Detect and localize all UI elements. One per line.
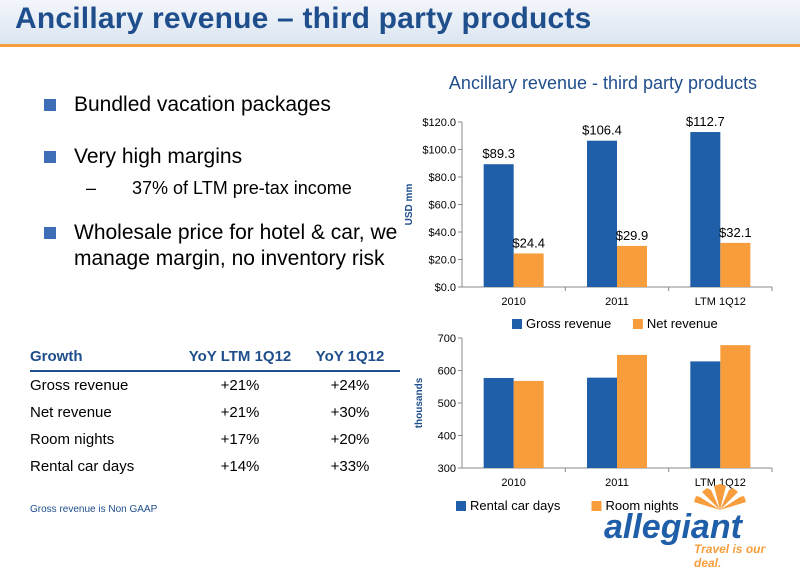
legend-label: Gross revenue: [526, 316, 611, 331]
data-label: $112.7: [686, 114, 725, 129]
legend-swatch: [456, 501, 466, 511]
y-tick-label: 400: [438, 431, 456, 443]
bar: [587, 377, 617, 468]
y-tick-label: 500: [438, 398, 456, 410]
logo-tagline: Travel is our deal.: [694, 542, 766, 570]
data-label: $89.3: [482, 146, 515, 161]
bar: [483, 164, 514, 287]
column-header: YoY LTM 1Q12: [180, 345, 300, 372]
y-tick-label: $40.0: [428, 227, 456, 239]
legend-swatch: [591, 501, 602, 511]
table-cell: +33%: [330, 458, 370, 475]
bullet-item: Bundled vacation packages: [44, 92, 331, 118]
bullet-text: Wholesale price for hotel & car, we mana…: [74, 221, 398, 270]
table-cell: +21%: [220, 404, 260, 421]
bar: [690, 361, 721, 468]
title-band: [0, 0, 800, 44]
table-cell: Net revenue: [30, 404, 112, 421]
table-header-row: Growth YoY LTM 1Q12 YoY 1Q12: [30, 345, 400, 372]
footnote: Gross revenue is Non GAAP: [30, 504, 158, 515]
y-axis-label: thousands: [414, 377, 425, 428]
y-axis-label: USD mm: [404, 184, 415, 226]
volume-chart: 300 400 500 600 700 thousands 2010 2011 LTM 1Q12…: [414, 333, 773, 513]
y-tick-label: $20.0: [428, 255, 456, 267]
table-cell: Rental car days: [30, 458, 135, 475]
data-label: $32.1: [719, 225, 752, 240]
bullet-text: Very high margins: [74, 145, 243, 168]
table-cell: +17%: [220, 431, 260, 448]
table-cell: +20%: [330, 431, 370, 448]
bar: [617, 354, 647, 468]
table-row: Room nights +17% +20%: [30, 426, 400, 453]
bar: [720, 242, 751, 287]
y-tick-label: $120.0: [422, 117, 456, 129]
logo-wordmark: allegiant: [604, 508, 742, 546]
sun-burst-icon: [694, 484, 746, 510]
bullet-square-icon: [44, 151, 56, 163]
bar: [513, 380, 544, 468]
sub-bullet-dash: –: [86, 178, 97, 198]
bullet-square-icon: [44, 99, 56, 111]
table-cell: Gross revenue: [30, 377, 129, 394]
table-row: Gross revenue +21% +24%: [30, 371, 400, 399]
data-label: $24.4: [512, 235, 545, 250]
bullet-item: Wholesale price for hotel & car, we mana…: [44, 220, 444, 272]
y-tick-label: 700: [438, 333, 456, 345]
x-tick-label: LTM 1Q12: [695, 296, 746, 308]
column-header: Growth: [30, 345, 180, 372]
table-cell: +24%: [330, 377, 370, 394]
y-tick-label: $0.0: [435, 282, 456, 294]
slide-title: Ancillary revenue – third party products: [15, 2, 592, 35]
bar: [483, 377, 514, 468]
bullet-item: Very high margins: [44, 144, 242, 170]
chart-title: Ancillary revenue - third party products: [448, 73, 758, 93]
legend-label: Net revenue: [647, 316, 718, 331]
x-tick-label: LTM 1Q12: [695, 477, 746, 489]
column-header: YoY 1Q12: [300, 345, 400, 372]
bar: [617, 245, 647, 287]
y-tick-label: 300: [438, 463, 456, 475]
table-row: Net revenue +21% +30%: [30, 399, 400, 426]
x-tick-label: 2011: [605, 296, 629, 308]
bar: [720, 345, 751, 468]
bullet-square-icon: [44, 227, 56, 239]
y-tick-label: $80.0: [428, 172, 456, 184]
table-cell: +21%: [220, 377, 260, 394]
allegiant-logo: allegiant Travel is our deal.: [604, 478, 794, 570]
y-tick-label: 600: [438, 366, 456, 378]
x-tick-label: 2011: [605, 477, 629, 489]
table-cell: +14%: [220, 458, 260, 475]
legend-label: Room nights: [606, 498, 679, 513]
data-label: $29.9: [616, 228, 649, 243]
growth-table: Growth YoY LTM 1Q12 YoY 1Q12 Gross reven…: [30, 345, 400, 480]
legend-swatch: [632, 319, 643, 329]
sub-bullet: – 37% of LTM pre-tax income: [86, 178, 352, 199]
y-tick-label: $100.0: [422, 145, 456, 157]
bar: [690, 132, 721, 287]
data-label: $106.4: [582, 123, 622, 138]
legend-label: Rental car days: [470, 498, 561, 513]
bullet-text: Bundled vacation packages: [74, 93, 331, 116]
revenue-chart: $0.0 $20.0 $40.0 $60.0 $80.0 $100.0 $120.0 USD …: [404, 114, 773, 331]
legend-swatch: [512, 319, 522, 329]
table-cell: +30%: [330, 404, 370, 421]
y-tick-label: $60.0: [428, 200, 456, 212]
title-rule: [0, 44, 800, 47]
table-row: Rental car days +14% +33%: [30, 453, 400, 480]
bar: [513, 253, 544, 287]
x-tick-label: 2010: [501, 477, 525, 489]
x-tick-label: 2010: [501, 296, 525, 308]
table-cell: Room nights: [30, 431, 115, 448]
sub-bullet-text: 37% of LTM pre-tax income: [132, 178, 352, 198]
bar: [587, 140, 617, 287]
